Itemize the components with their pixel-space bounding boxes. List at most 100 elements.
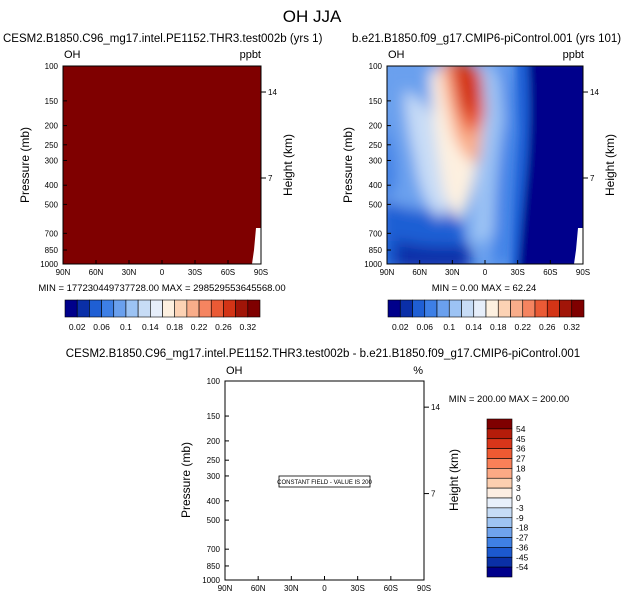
colorbar-diff-label: -36 xyxy=(516,542,529,552)
constant-field-box: CONSTANT FIELD - VALUE IS 200 xyxy=(277,475,373,488)
colorbar-swatch xyxy=(137,299,151,318)
difference-panel-ytick-label: 700 xyxy=(207,545,221,554)
control-panel-xtick-label: 30N xyxy=(445,268,460,277)
test-panel-y-axis: 100 150 200 250 300 400 500 700 850 1000 xyxy=(40,62,67,269)
constant-field-label: CONSTANT FIELD - VALUE IS 200 xyxy=(277,480,372,486)
control-panel-ytick-label: 150 xyxy=(369,97,383,106)
colorbar-swatch xyxy=(448,299,462,318)
colorbar-swatch xyxy=(546,299,560,318)
control-panel-ytick-label: 200 xyxy=(369,122,383,131)
colorbar-swatch xyxy=(461,299,475,318)
colorbar-label: 0.26 xyxy=(215,322,232,332)
control-panel-rtick-label: 14 xyxy=(590,88,599,97)
colorbar-swatch xyxy=(64,299,78,318)
colorbar-swatch xyxy=(198,299,212,318)
colorbar-diff-swatch xyxy=(486,418,513,430)
colorbar-label: 0.06 xyxy=(416,322,433,332)
difference-panel-xtick-label: 30S xyxy=(351,584,365,593)
test-panel-variable: OH xyxy=(64,49,81,61)
control-panel-ytick-label: 1000 xyxy=(364,260,382,269)
colorbar-swatch xyxy=(174,299,188,318)
control-panel-ytick-label: 500 xyxy=(369,200,383,209)
colorbar-swatch xyxy=(247,299,261,318)
colorbar-diff-label: 45 xyxy=(516,434,526,444)
control-panel-ytick-label: 300 xyxy=(369,156,383,165)
colorbar-diff-label: -3 xyxy=(516,503,524,513)
colorbar-label: 0.14 xyxy=(142,322,159,332)
control-panel-ytick-label: 250 xyxy=(369,141,383,150)
colorbar-diff-swatch xyxy=(486,527,513,538)
colorbar-swatch xyxy=(186,299,200,318)
colorbar-diff-label: 0 xyxy=(516,493,521,503)
test-panel-ytick-label: 400 xyxy=(45,181,59,190)
colorbar-diff-swatch xyxy=(486,458,513,469)
test-panel-ylabel: Pressure (mb) xyxy=(18,127,32,203)
difference-panel-xtick-label: 30N xyxy=(284,584,299,593)
colorbar-swatch xyxy=(235,299,249,318)
test-panel-x-axis: 90N 60N 30N 0 30S 60S 90S xyxy=(56,260,268,277)
colorbar-diff-label: -18 xyxy=(516,523,529,533)
difference-panel-ytick-label: 400 xyxy=(207,497,221,506)
control-panel-xtick-label: 30S xyxy=(511,268,525,277)
test-panel-ytick-label: 1000 xyxy=(40,260,58,269)
colorbar-swatch xyxy=(125,299,139,318)
colorbar-diff-swatch xyxy=(486,468,513,479)
colorbar-swatch xyxy=(162,299,175,318)
colorbar-label: 0.1 xyxy=(120,322,132,332)
difference-panel-ylabel-right: Height (km) xyxy=(447,449,461,511)
difference-panel-ytick-label: 300 xyxy=(207,472,221,481)
colorbar-swatch xyxy=(571,299,585,318)
control-panel-title: b.e21.B1850.f09_g17.CMIP6-piControl.001 … xyxy=(352,33,621,45)
test-panel-xtick-label: 90N xyxy=(56,268,71,277)
colorbar-diff-label: -9 xyxy=(516,513,524,523)
difference-panel-xtick-label: 60N xyxy=(251,584,266,593)
control-panel-ytick-label: 700 xyxy=(369,229,383,238)
colorbar-swatch xyxy=(436,299,450,318)
test-panel-ytick-label: 500 xyxy=(45,200,59,209)
colorbar-label: 0.1 xyxy=(443,322,455,332)
colorbar-swatch xyxy=(223,299,236,318)
colorbar-label: 0.32 xyxy=(240,322,257,332)
colorbar-label: 0.02 xyxy=(392,322,409,332)
colorbar-swatch xyxy=(387,299,401,318)
difference-panel-ytick-label: 500 xyxy=(207,516,221,525)
colorbar-swatch xyxy=(150,299,163,318)
colorbar-swatch xyxy=(412,299,426,318)
colorbar-swatch xyxy=(522,299,536,318)
colorbar-swatch xyxy=(89,299,102,318)
control-panel-xtick-label: 60N xyxy=(412,268,427,277)
colorbar-swatch xyxy=(485,299,499,318)
colorbar-right: 0.02 0.06 0.1 0.14 0.18 0.22 0.26 0.32 xyxy=(387,299,585,332)
colorbar-swatch xyxy=(76,299,90,318)
difference-panel-ylabel: Pressure (mb) xyxy=(179,442,193,518)
colorbar-diff-swatch xyxy=(486,428,513,440)
colorbar-diff-swatch xyxy=(486,507,513,519)
test-panel-xtick-label: 60N xyxy=(89,268,104,277)
colorbar-swatch xyxy=(559,299,573,318)
test-panel-ytick-label: 250 xyxy=(45,141,59,150)
colorbar-diff-swatch xyxy=(486,537,513,548)
test-panel-units: ppbt xyxy=(240,49,261,61)
colorbar-swatch xyxy=(473,299,487,318)
test-panel-ytick-label: 300 xyxy=(45,156,59,165)
difference-panel-ytick-label: 200 xyxy=(207,437,221,446)
difference-panel-rtick-label: 14 xyxy=(431,403,440,412)
colorbar-diff-label: 27 xyxy=(516,454,526,464)
colorbar-swatch xyxy=(399,299,413,318)
colorbar-label: 0.14 xyxy=(465,322,482,332)
difference-panel-xtick-label: 90N xyxy=(218,584,233,593)
test-panel-field xyxy=(63,66,261,264)
difference-panel-ytick-label: 100 xyxy=(207,377,221,386)
figure-title: OH JJA xyxy=(283,7,342,26)
test-panel-ytick-label: 150 xyxy=(45,97,59,106)
difference-panel-ytick-label: 850 xyxy=(207,562,221,571)
difference-panel-y-axis: 100 150 200 250 300 400 500 700 850 1000 xyxy=(202,377,229,585)
control-panel-y-axis: 100 150 200 250 300 400 500 700 850 1000 xyxy=(364,62,391,269)
colorbar-swatch xyxy=(424,299,438,318)
control-panel-ytick-label: 400 xyxy=(369,181,383,190)
colorbar-label: 0.22 xyxy=(191,322,208,332)
control-panel-xtick-label: 90N xyxy=(380,268,395,277)
test-panel-right-axis: 14 7 xyxy=(261,88,277,183)
